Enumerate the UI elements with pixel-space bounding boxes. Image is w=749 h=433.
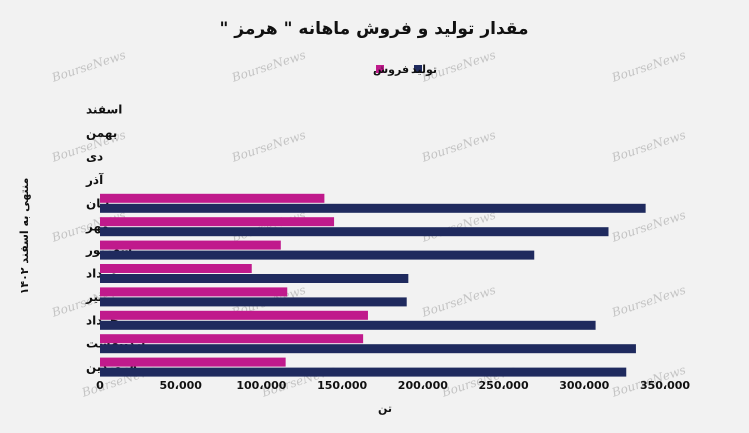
watermark-text: BourseNews	[609, 48, 687, 85]
legend-label-sales: فروش	[373, 63, 409, 76]
y-axis-title: منتهی به اسفند ۱۴۰۲	[18, 178, 31, 295]
watermark-text: BourseNews	[419, 283, 497, 320]
bar-marks	[100, 193, 646, 377]
sales-bar	[100, 217, 335, 227]
legend-label-production: تولید	[411, 63, 437, 76]
category-label: تیر	[85, 290, 103, 304]
watermark-text: BourseNews	[609, 128, 687, 165]
x-tick-label: 200،000	[398, 379, 448, 392]
chart-title: مقدار تولید و فروش ماهانه " هرمز "	[219, 19, 528, 39]
x-tick-label: 350،000	[640, 379, 690, 392]
category-label: دی	[86, 150, 103, 164]
x-tick-label: 100،000	[236, 379, 286, 392]
sales-bar	[100, 240, 281, 250]
watermark-text: BourseNews	[609, 208, 687, 245]
x-tick-label: 250،000	[479, 379, 529, 392]
x-tick-labels: 0 50،000 100،000 150،000 200،000 250،000 300،0…	[96, 379, 690, 392]
sales-bar	[100, 264, 252, 273]
production-bar	[100, 344, 636, 354]
watermark-text: BourseNews	[609, 283, 687, 320]
x-tick-label: 50،000	[159, 379, 202, 392]
sales-bar	[100, 193, 325, 203]
production-bar	[100, 250, 535, 260]
category-label: آذر	[85, 172, 104, 187]
sales-bar	[100, 310, 368, 320]
category-label: بهمن	[86, 126, 117, 140]
x-axis-title: تن	[378, 402, 392, 415]
watermark-text: BourseNews	[229, 208, 307, 245]
category-label: اسفند	[86, 103, 122, 117]
watermark-text: BourseNews	[419, 208, 497, 245]
legend: تولید فروش	[373, 63, 437, 76]
production-bar	[100, 320, 596, 330]
x-tick-label: 300،000	[559, 379, 609, 392]
x-tick-label: 150،000	[317, 379, 367, 392]
sales-bar	[100, 334, 364, 344]
x-tick-label: 0	[96, 379, 104, 392]
watermark-text: BourseNews	[49, 48, 127, 85]
production-bar	[100, 274, 409, 283]
legend-swatch-sales	[376, 65, 384, 73]
watermark-text: BourseNews	[419, 128, 497, 165]
production-bar	[100, 203, 646, 213]
production-bar	[100, 367, 627, 377]
sales-bar	[100, 357, 286, 367]
legend-swatch-production	[414, 65, 422, 73]
sales-bar	[100, 287, 288, 297]
watermark-text: BourseNews	[229, 48, 307, 85]
production-bar	[100, 297, 407, 307]
watermark-text: BourseNews	[229, 128, 307, 165]
production-bar	[100, 227, 609, 237]
